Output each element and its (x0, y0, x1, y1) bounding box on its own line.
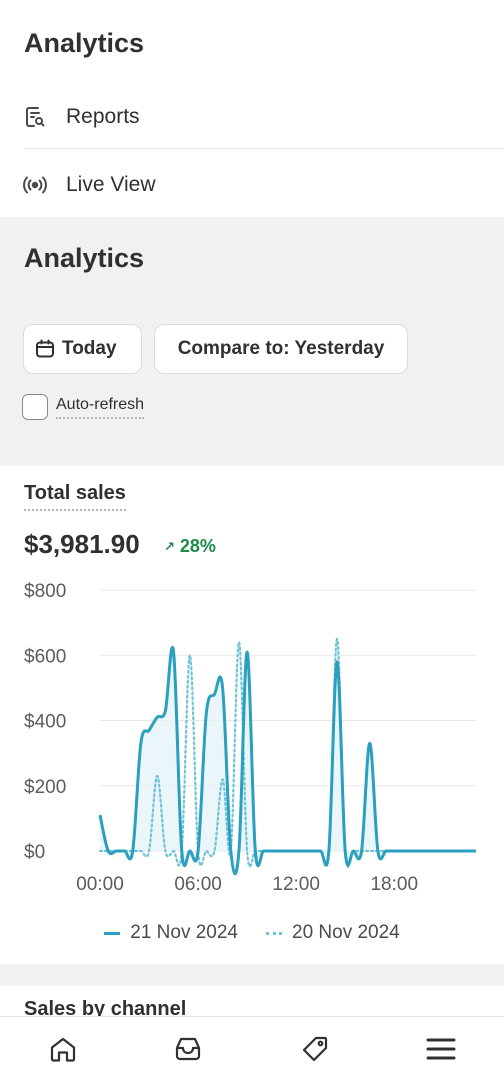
bottom-nav-products[interactable] (295, 1031, 335, 1067)
tag-icon (300, 1034, 330, 1064)
analytics-filters-section: Analytics Today Compare to: Yesterday Au… (0, 217, 504, 466)
date-range-button[interactable]: Today (23, 324, 142, 374)
series-area-21-nov-2024 (100, 647, 476, 874)
analytics-nav-section: Analytics Reports Live View (0, 0, 504, 217)
bottom-nav-orders[interactable] (168, 1031, 208, 1067)
nav-title: Analytics (24, 28, 145, 58)
menu-icon (425, 1034, 457, 1064)
legend-item-current[interactable]: 21 Nov 2024 (104, 922, 238, 944)
legend-item-previous[interactable]: 20 Nov 2024 (266, 922, 400, 944)
sales-change-value: 28% (179, 536, 216, 556)
bottom-nav-home[interactable] (43, 1031, 83, 1067)
legend-label: 21 Nov 2024 (130, 922, 238, 943)
section-gap (0, 964, 504, 986)
orders-inbox-icon (173, 1034, 203, 1064)
live-broadcast-icon (22, 172, 48, 198)
x-tick-label: 00:00 (76, 874, 124, 895)
series-line-21-nov-2024 (98, 646, 476, 876)
page-title: Analytics (24, 243, 145, 273)
legend-swatch-dotted (266, 931, 282, 935)
sales-by-channel-card: Sales by channel (0, 986, 504, 1016)
y-tick-label: $0 (24, 842, 45, 863)
total-sales-card: Total sales $3,981.90 ↗ 28% $0 $200 $400 $6… (0, 466, 504, 964)
total-sales-value: $3,981.90 (24, 529, 140, 559)
x-tick-label: 12:00 (272, 874, 320, 895)
compare-label: Compare to: Yesterday (177, 338, 385, 359)
chart-legend: 21 Nov 2024 20 Nov 2024 (0, 922, 504, 944)
legend-label: 20 Nov 2024 (292, 922, 400, 943)
sales-change-badge: ↗ 28% (164, 536, 216, 557)
calendar-icon (34, 338, 56, 360)
bottom-nav-menu[interactable] (421, 1031, 461, 1067)
nav-item-live-view[interactable]: Live View (0, 153, 504, 217)
total-sales-title[interactable]: Total sales (24, 482, 126, 511)
nav-divider (24, 148, 504, 149)
sales-line-chart: $0 $200 $400 $600 $800 00:00 06:00 12:00 18:00 (24, 581, 478, 895)
bottom-nav (0, 1016, 504, 1081)
y-tick-label: $400 (24, 712, 66, 733)
compare-button[interactable]: Compare to: Yesterday (154, 324, 408, 374)
nav-item-label: Reports (66, 105, 140, 128)
auto-refresh-toggle[interactable]: Auto-refresh (22, 394, 145, 420)
sales-by-channel-title: Sales by channel (24, 998, 187, 1016)
y-tick-label: $200 (24, 777, 66, 798)
nav-item-label: Live View (66, 173, 156, 196)
report-search-icon (22, 104, 48, 130)
legend-swatch-solid (104, 931, 121, 935)
x-tick-label: 06:00 (174, 874, 222, 895)
x-tick-label: 18:00 (370, 874, 418, 895)
auto-refresh-checkbox[interactable] (22, 394, 48, 420)
nav-item-reports[interactable]: Reports (0, 85, 504, 149)
y-tick-label: $800 (24, 581, 66, 602)
date-range-label: Today (62, 338, 117, 359)
arrow-up-right-icon: ↗ (164, 538, 175, 554)
auto-refresh-label: Auto-refresh (56, 396, 145, 419)
home-icon (48, 1034, 78, 1064)
y-tick-label: $600 (24, 646, 66, 667)
